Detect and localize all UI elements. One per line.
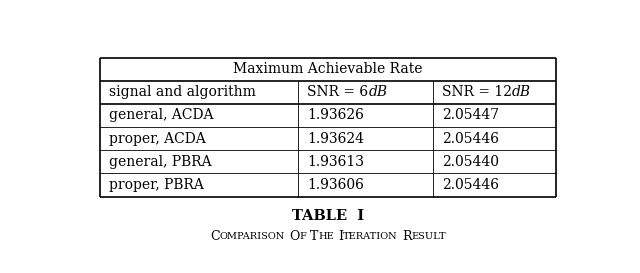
Text: proper, ACDA: proper, ACDA bbox=[109, 132, 205, 146]
Text: SNR = 6: SNR = 6 bbox=[307, 85, 369, 99]
Text: T: T bbox=[310, 230, 319, 243]
Text: OMPARISON: OMPARISON bbox=[220, 232, 285, 241]
Text: HE: HE bbox=[319, 232, 334, 241]
Text: SNR = 12: SNR = 12 bbox=[442, 85, 512, 99]
Text: 1.93606: 1.93606 bbox=[307, 178, 364, 192]
Text: 1.93626: 1.93626 bbox=[307, 108, 364, 122]
Text: Maximum Achievable Rate: Maximum Achievable Rate bbox=[233, 63, 423, 76]
Text: ESULT: ESULT bbox=[412, 232, 446, 241]
Text: general, ACDA: general, ACDA bbox=[109, 108, 213, 122]
Text: 2.05446: 2.05446 bbox=[442, 132, 499, 146]
Text: 2.05440: 2.05440 bbox=[442, 155, 499, 169]
Text: C: C bbox=[210, 230, 220, 243]
Text: F: F bbox=[300, 232, 306, 241]
Text: 2.05447: 2.05447 bbox=[442, 108, 499, 122]
Text: I: I bbox=[339, 230, 343, 243]
Text: signal and algorithm: signal and algorithm bbox=[109, 85, 255, 99]
Text: TERATION: TERATION bbox=[343, 232, 398, 241]
Text: general, PBRA: general, PBRA bbox=[109, 155, 211, 169]
Text: R: R bbox=[402, 230, 412, 243]
Text: 2.05446: 2.05446 bbox=[442, 178, 499, 192]
Text: dB: dB bbox=[512, 85, 531, 99]
Text: 1.93613: 1.93613 bbox=[307, 155, 364, 169]
Text: 1.93624: 1.93624 bbox=[307, 132, 364, 146]
Text: TABLE  I: TABLE I bbox=[292, 209, 364, 223]
Text: dB: dB bbox=[369, 85, 387, 99]
Text: proper, PBRA: proper, PBRA bbox=[109, 178, 204, 192]
Text: O: O bbox=[289, 230, 300, 243]
